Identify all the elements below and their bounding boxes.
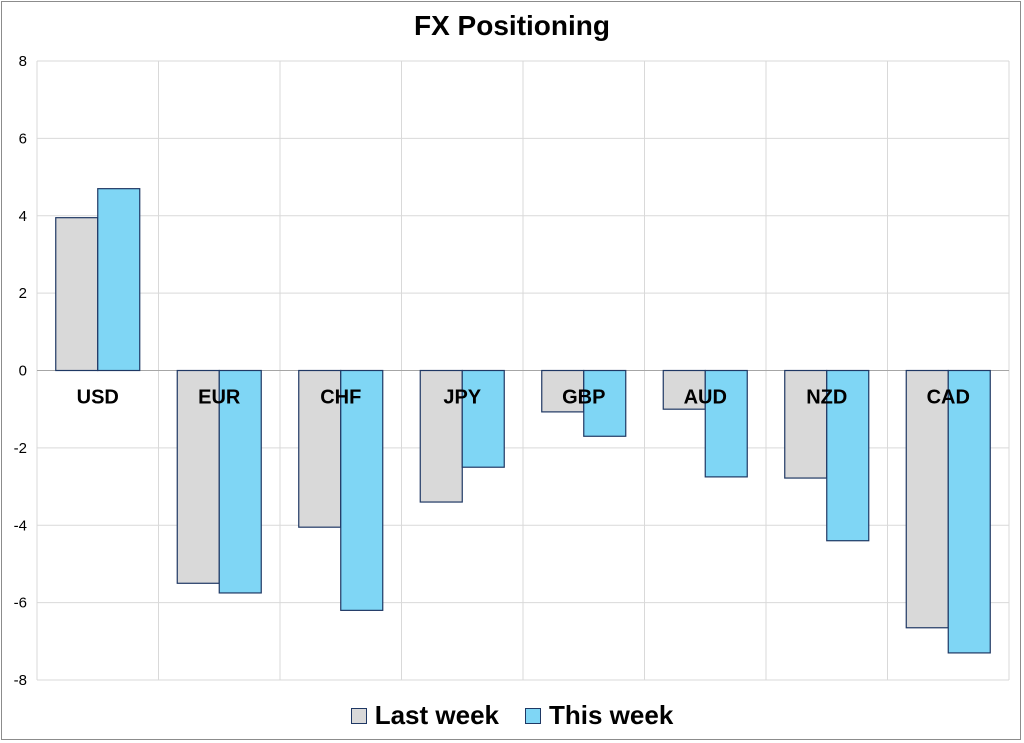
category-label-chf: CHF [320,387,361,409]
bar-last-week-eur [176,369,220,584]
legend-label-last-week: Last week [374,700,499,730]
bar-this-week-chf [340,369,384,611]
bar-last-week-cad [905,369,949,629]
y-tick-label: -8 [14,672,27,689]
bar-this-week-nzd [826,369,870,542]
bar-last-week-aud [662,369,706,410]
category-label-eur: EUR [198,387,241,409]
category-label-cad: CAD [927,387,970,409]
bars [55,188,991,654]
bar-last-week-usd [55,217,99,372]
legend-label-this-week: This week [549,700,674,730]
bar-this-week-cad [947,369,991,654]
bar-last-week-chf [298,369,342,528]
bar-last-week-gbp [541,369,585,413]
chart-title: FX Positioning [414,10,610,41]
y-axis: 8 6 4 2 0 -2 -4 -6 -8 [14,53,27,689]
bar-this-week-jpy [461,369,505,468]
category-label-usd: USD [77,387,119,409]
bar-this-week-usd [97,188,141,372]
bar-this-week-gbp [583,369,627,437]
category-labels: USD EUR CHF JPY GBP AUD NZD CAD [77,387,970,409]
y-tick-label: 6 [19,130,27,147]
category-label-aud: AUD [684,387,727,409]
y-tick-label: -2 [14,440,27,457]
y-tick-label: 2 [19,285,27,302]
legend-swatch-last-week [350,707,367,724]
y-tick-label: 4 [19,208,27,225]
legend-item-last-week: Last week [350,700,499,731]
legend-item-this-week: This week [525,700,673,731]
category-label-gbp: GBP [562,387,605,409]
category-label-jpy: JPY [443,387,481,409]
bar-last-week-nzd [784,369,828,479]
bar-this-week-aud [704,369,748,478]
legend: Last week This week [0,700,1024,731]
bar-this-week-eur [218,369,262,594]
y-tick-label: 8 [19,53,27,70]
y-tick-label: 0 [19,363,27,380]
y-tick-label: -6 [14,595,27,612]
y-tick-label: -4 [14,517,27,534]
bar-last-week-jpy [419,369,463,503]
legend-swatch-this-week [525,707,541,724]
category-label-nzd: NZD [806,387,847,409]
